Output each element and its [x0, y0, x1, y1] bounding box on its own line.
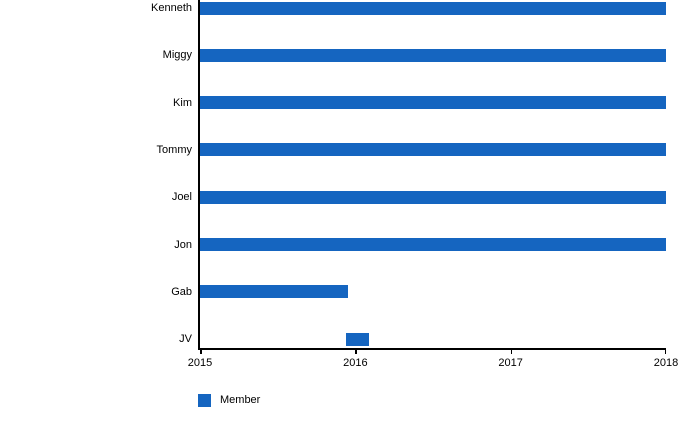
- x-axis-tick: [355, 348, 357, 354]
- bar-jon[interactable]: [200, 238, 666, 252]
- x-axis-tick-labels: 2015 2016 2017 2018: [188, 357, 678, 371]
- legend-label: Member: [220, 394, 261, 406]
- bar-joel[interactable]: [200, 190, 666, 204]
- x-axis-tick-label: 2015: [187, 357, 213, 369]
- x-axis-tick-label: 2017: [498, 357, 523, 369]
- category-label-tommy: Tommy: [156, 143, 192, 156]
- legend-item[interactable]: Member: [198, 394, 260, 407]
- bar-tommy[interactable]: [200, 143, 666, 157]
- category-label-jv: JV: [179, 333, 192, 346]
- bar-gab[interactable]: [200, 285, 348, 299]
- bar-jv[interactable]: [346, 332, 370, 346]
- category-label-gab: Gab: [171, 285, 192, 298]
- bars-layer: [200, 0, 666, 348]
- bar-miggy[interactable]: [200, 48, 666, 62]
- bar-kenneth[interactable]: [200, 1, 666, 15]
- category-label-kenneth: Kenneth: [151, 2, 192, 14]
- bar-kim[interactable]: [200, 96, 666, 110]
- legend-swatch: [198, 394, 211, 407]
- x-axis-tick-label: 2018: [653, 357, 679, 369]
- category-label-miggy: Miggy: [162, 49, 192, 62]
- y-axis-labels: Kenneth Miggy Kim Tommy Joel Jon Gab JV: [0, 0, 192, 350]
- x-axis-tick: [200, 348, 202, 354]
- category-label-jon: Jon: [174, 238, 192, 251]
- x-axis-tick-label: 2016: [343, 357, 368, 369]
- category-label-joel: Joel: [171, 191, 192, 204]
- x-axis-tick: [664, 348, 666, 354]
- category-label-kim: Kim: [173, 96, 192, 109]
- plot-area: [198, 0, 666, 354]
- x-axis-ticks: [200, 348, 666, 355]
- x-axis-tick: [510, 348, 513, 354]
